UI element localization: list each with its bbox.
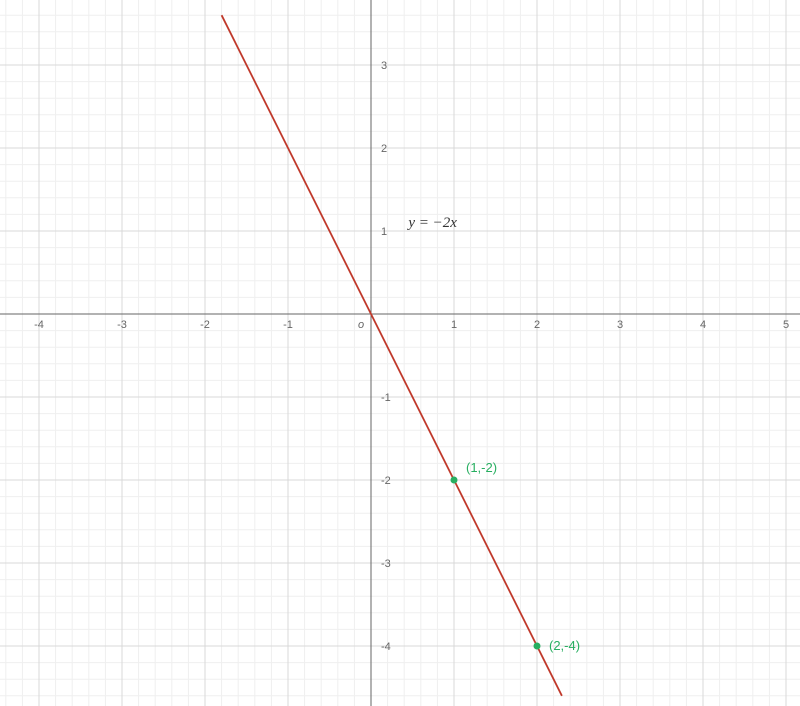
major-gridlines (0, 0, 800, 706)
axes (0, 0, 800, 706)
x-tick-label: 5 (783, 319, 789, 331)
x-tick-label: -2 (200, 319, 210, 331)
data-point (534, 643, 541, 650)
y-tick-label: -4 (381, 641, 391, 653)
x-tick-label: -4 (34, 319, 44, 331)
y-tick-label: 1 (381, 226, 387, 238)
y-tick-label: 3 (381, 60, 387, 72)
y-tick-label: -2 (381, 475, 391, 487)
data-point (451, 477, 458, 484)
y-tick-label: -3 (381, 558, 391, 570)
x-tick-label: 2 (534, 319, 540, 331)
point-label: (2,-4) (549, 638, 580, 653)
y-tick-label: 2 (381, 143, 387, 155)
plotted-line (222, 15, 562, 696)
equation-label: y = −2x (406, 215, 457, 231)
x-tick-label: -1 (283, 319, 293, 331)
coordinate-plane-chart: -4 -3 -2 -1 1 2 3 4 5 -4 -3 -2 -1 1 2 3 o y = −2x (1,-2) (… (0, 0, 800, 706)
equation-line (222, 15, 562, 696)
axis-tick-labels: -4 -3 -2 -1 1 2 3 4 5 -4 -3 -2 -1 1 2 3 o (34, 60, 789, 653)
x-tick-label: 1 (451, 319, 457, 331)
y-tick-label: -1 (381, 392, 391, 404)
x-tick-label: -3 (117, 319, 127, 331)
point-label: (1,-2) (466, 460, 497, 475)
minor-gridlines (0, 0, 800, 706)
x-tick-label: 3 (617, 319, 623, 331)
x-tick-label: 4 (700, 319, 706, 331)
origin-label: o (358, 319, 364, 331)
